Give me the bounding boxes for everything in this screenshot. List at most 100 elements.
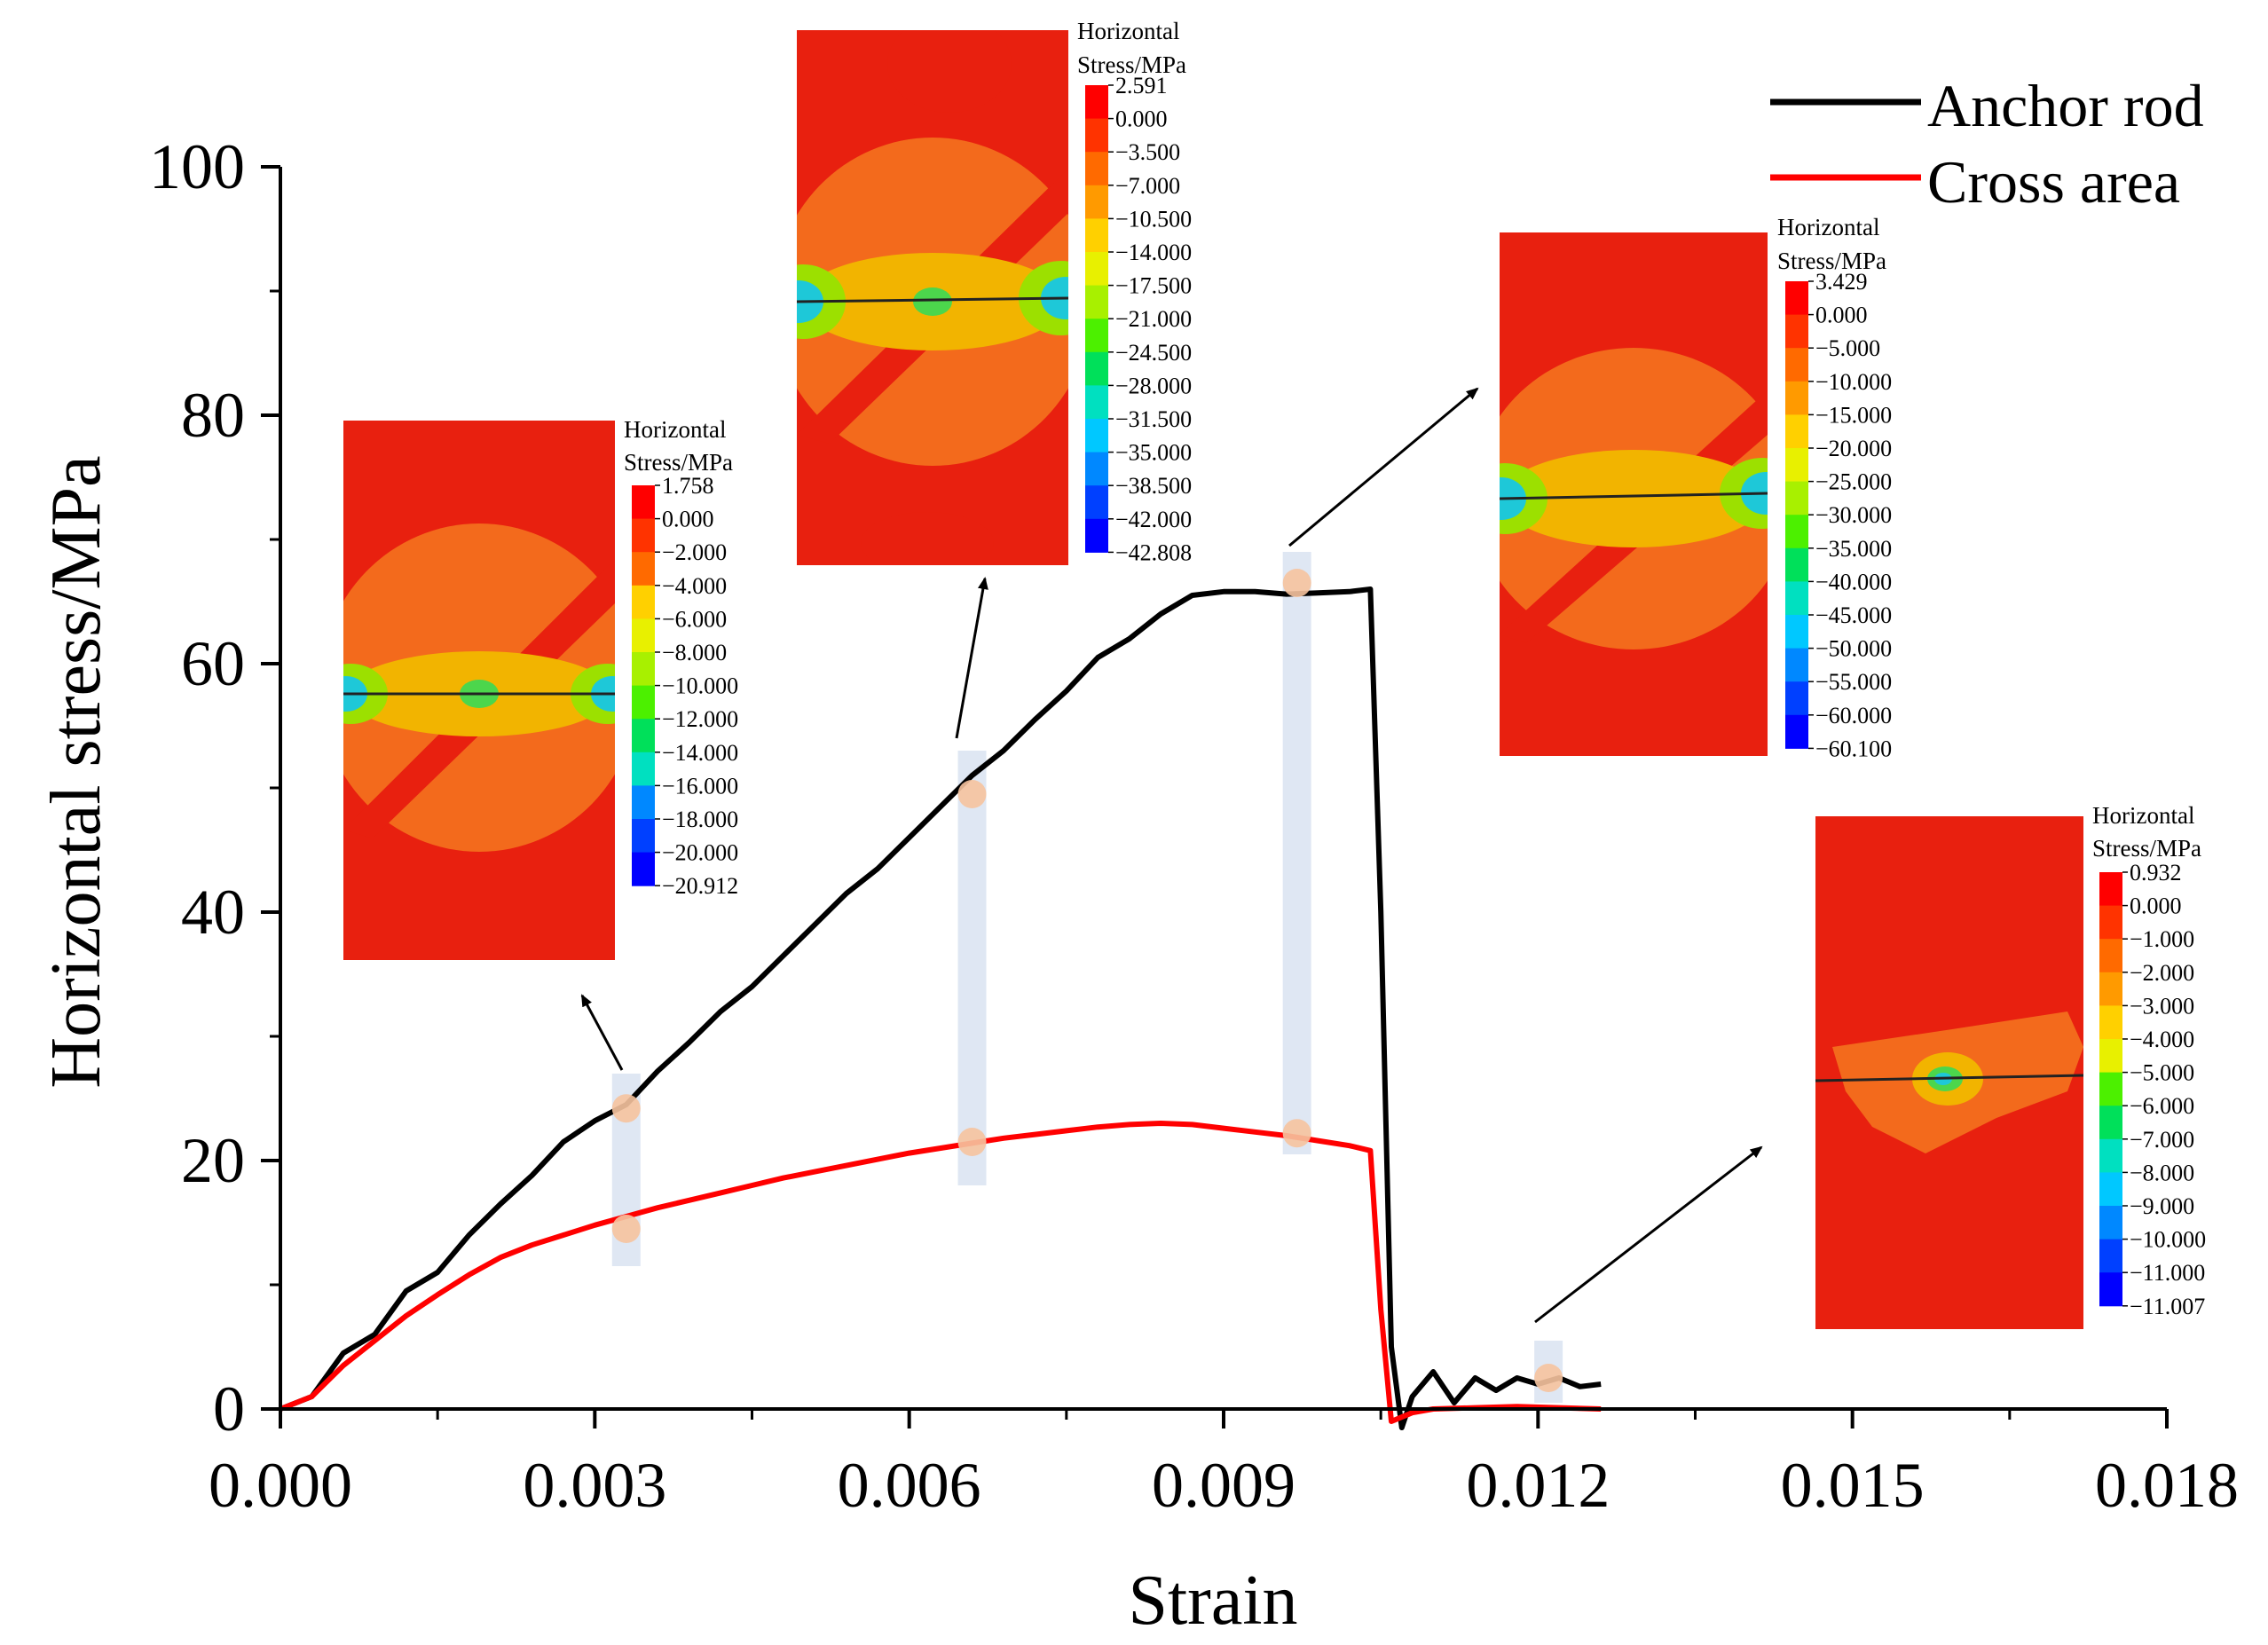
colorbar-swatch bbox=[632, 752, 655, 786]
inset-3-title-2: Stress/MPa bbox=[1777, 248, 1886, 274]
colorbar-tick-label: −60.100 bbox=[1815, 736, 1892, 761]
colorbar-tick-label: −7.000 bbox=[2130, 1127, 2194, 1153]
inset-2-rod bbox=[796, 296, 1069, 303]
colorbar-tick-label: −10.000 bbox=[662, 673, 738, 699]
colorbar-tick-label: 0.000 bbox=[1115, 106, 1168, 132]
colorbar-swatch bbox=[632, 685, 655, 720]
colorbar-swatch bbox=[2099, 1005, 2122, 1040]
y-tick-label: 80 bbox=[181, 380, 245, 451]
highlight-bands bbox=[611, 552, 1563, 1403]
colorbar-tick-label: −15.000 bbox=[1815, 402, 1892, 428]
highlight-marker bbox=[957, 780, 987, 808]
colorbar-swatch bbox=[2099, 1039, 2122, 1074]
inset-2-top-blob bbox=[887, 30, 1012, 113]
series-line-anchor-rod bbox=[279, 586, 1602, 1430]
legend-label-cross-area: Cross area bbox=[1927, 148, 2180, 216]
colorbar-tick-label: −11.000 bbox=[2130, 1260, 2205, 1286]
colorbar-swatch bbox=[1785, 414, 1808, 449]
inset-3-title-1: Horizontal bbox=[1777, 214, 1879, 240]
colorbar-swatch bbox=[2099, 905, 2122, 940]
colorbar-tick-label: −6.000 bbox=[662, 606, 727, 632]
colorbar-tick-label: −20.000 bbox=[662, 840, 738, 866]
colorbar-tick-label: −3.000 bbox=[2130, 993, 2194, 1019]
colorbar-tick-label: −7.000 bbox=[1115, 173, 1180, 199]
colorbar-tick-label: −10.000 bbox=[2130, 1227, 2206, 1253]
colorbar-tick-label: −45.000 bbox=[1815, 602, 1892, 628]
colorbar-swatch bbox=[2099, 1106, 2122, 1140]
colorbar-tick-label: −5.000 bbox=[1815, 335, 1880, 361]
colorbar-swatch bbox=[2099, 1272, 2122, 1307]
highlight-marker bbox=[611, 1215, 641, 1243]
annotation-arrows bbox=[580, 387, 1763, 1324]
arrow-to-inset-3 bbox=[1288, 387, 1479, 547]
arrow-to-inset-1 bbox=[580, 994, 624, 1071]
colorbar-tick-label: −17.500 bbox=[1115, 273, 1192, 299]
colorbar-swatch bbox=[1785, 714, 1808, 749]
x-tick-label: 0.003 bbox=[523, 1450, 666, 1521]
colorbar-tick-label: −55.000 bbox=[1815, 669, 1892, 695]
colorbar-swatch bbox=[1785, 648, 1808, 682]
colorbar-swatch bbox=[1085, 319, 1108, 353]
colorbar-tick-label: −11.007 bbox=[2130, 1294, 2205, 1319]
colorbar-tick-label: 0.000 bbox=[1815, 303, 1868, 328]
colorbar-tick-label: 1.758 bbox=[662, 473, 714, 499]
highlight-marker bbox=[1282, 1119, 1311, 1148]
colorbar-swatch bbox=[1785, 481, 1808, 516]
series-line-cross-area bbox=[279, 1121, 1602, 1424]
colorbar-tick-label: −21.000 bbox=[1115, 306, 1192, 332]
colorbar-swatch bbox=[632, 785, 655, 820]
x-tick-label: 0.018 bbox=[2095, 1450, 2239, 1521]
colorbar-tick-label: 0.000 bbox=[662, 507, 714, 532]
x-tick-label: 0.015 bbox=[1781, 1450, 1925, 1521]
x-axis-label: Strain bbox=[1128, 1562, 1297, 1640]
inset-2-center bbox=[913, 287, 952, 316]
colorbar-swatch bbox=[632, 819, 655, 854]
colorbar-tick-label: −50.000 bbox=[1815, 636, 1892, 662]
colorbar-tick-label: −20.000 bbox=[1815, 436, 1892, 461]
colorbar-swatch bbox=[632, 518, 655, 553]
inset-1-title-2: Stress/MPa bbox=[624, 449, 733, 476]
inset-4-title-2: Stress/MPa bbox=[2092, 835, 2201, 862]
colorbar-tick-label: 0.000 bbox=[2130, 893, 2182, 919]
highlight-markers bbox=[611, 569, 1563, 1392]
colorbar-swatch bbox=[1785, 615, 1808, 649]
colorbar-tick-label: 3.429 bbox=[1815, 269, 1868, 295]
colorbar-tick-label: −25.000 bbox=[1815, 469, 1892, 495]
highlight-marker bbox=[1282, 569, 1311, 597]
axes: 0.000 0.003 0.006 0.009 0.012 0.015 0.018 0 20 40… bbox=[149, 131, 2239, 1521]
colorbar-swatch bbox=[2099, 1138, 2122, 1173]
inset-4-colorbar: 0.932 0.000 −1.000 −2.000 −3.000 −4.000 −5.000… bbox=[2099, 860, 2206, 1319]
y-axis-label: Horizontal stress/MPa bbox=[37, 455, 115, 1088]
colorbar-tick-label: −4.000 bbox=[662, 573, 727, 599]
colorbar-tick-label: −10.000 bbox=[1815, 369, 1892, 395]
inset-1-title-1: Horizontal bbox=[624, 416, 726, 443]
legend-label-anchor-rod: Anchor rod bbox=[1927, 72, 2204, 139]
colorbar-swatch bbox=[2099, 972, 2122, 1006]
colorbar-swatch bbox=[1085, 419, 1108, 453]
inset-4-rod bbox=[1815, 1074, 2084, 1082]
colorbar-tick-label: −30.000 bbox=[1815, 502, 1892, 528]
colorbar-tick-label: −2.000 bbox=[662, 539, 727, 565]
arrow-to-inset-4 bbox=[1534, 1145, 1763, 1324]
highlight-marker bbox=[957, 1128, 987, 1156]
colorbar-tick-label: −20.912 bbox=[662, 873, 738, 899]
colorbar-swatch bbox=[1085, 185, 1108, 219]
colorbar-swatch bbox=[1085, 152, 1108, 186]
colorbar-tick-label: 2.591 bbox=[1115, 73, 1168, 98]
colorbar-swatch bbox=[1085, 485, 1108, 520]
colorbar-tick-label: −35.000 bbox=[1815, 536, 1892, 562]
colorbar-tick-label: −5.000 bbox=[2130, 1060, 2194, 1086]
contour-inset-2: Horizontal Stress/MPa 2.591 0.000 −3.500 −7… bbox=[796, 18, 1192, 565]
colorbar-swatch bbox=[2099, 1172, 2122, 1207]
colorbar-swatch bbox=[2099, 939, 2122, 973]
colorbar-swatch bbox=[2099, 1206, 2122, 1240]
x-tick-label: 0.012 bbox=[1466, 1450, 1610, 1521]
colorbar-tick-label: −24.500 bbox=[1115, 340, 1192, 366]
colorbar-swatch bbox=[632, 852, 655, 886]
colorbar-swatch bbox=[1785, 581, 1808, 616]
colorbar-tick-label: −6.000 bbox=[2130, 1093, 2194, 1119]
colorbar-tick-label: −18.000 bbox=[662, 807, 738, 832]
colorbar-swatch bbox=[1085, 218, 1108, 253]
colorbar-tick-label: −38.500 bbox=[1115, 473, 1192, 499]
